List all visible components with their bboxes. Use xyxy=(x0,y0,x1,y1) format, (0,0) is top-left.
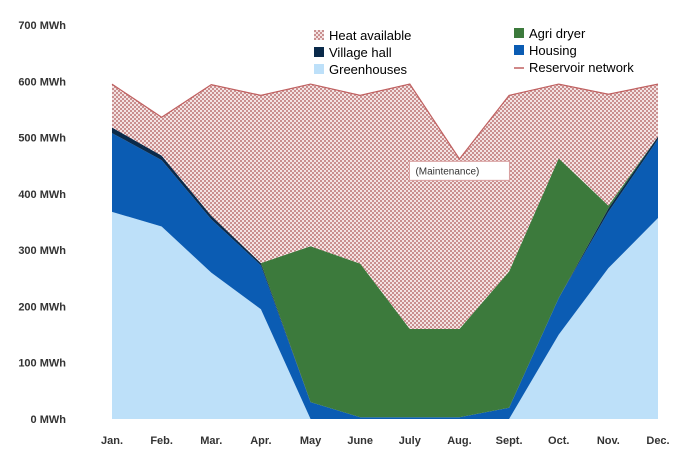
annotation-text: (Maintenance) xyxy=(415,166,479,177)
y-tick-label: 400 MWh xyxy=(18,189,66,201)
area-heat-available xyxy=(112,84,658,329)
y-tick-label: 0 MWh xyxy=(31,414,67,426)
area-housing xyxy=(112,133,658,419)
x-tick-label: Mar. xyxy=(200,435,222,447)
line-series xyxy=(111,83,659,160)
x-tick-label: July xyxy=(399,435,422,447)
x-tick-label: Dec. xyxy=(646,435,669,447)
y-tick-label: 600 MWh xyxy=(18,76,66,88)
x-tick-label: Oct. xyxy=(548,435,569,447)
x-tick-label: Apr. xyxy=(250,435,271,447)
legend-swatch-agri-dryer xyxy=(514,28,524,38)
x-tick-label: June xyxy=(347,435,373,447)
x-axis: Jan. Feb. Mar. Apr. May June July Aug. Sept. Oct.… xyxy=(101,435,670,447)
x-tick-label: Jan. xyxy=(101,435,123,447)
x-tick-label: Aug. xyxy=(447,435,471,447)
legend-label-heat-available: Heat available xyxy=(329,28,411,43)
legend-label-agri-dryer: Agri dryer xyxy=(529,26,586,41)
legend-swatch-greenhouses xyxy=(314,64,324,74)
legend-swatch-heat-available xyxy=(314,30,324,40)
y-tick-label: 100 MWh xyxy=(18,358,66,370)
y-tick-label: 700 MWh xyxy=(18,20,66,32)
stacked-areas xyxy=(112,84,658,419)
legend-swatch-village-hall xyxy=(314,47,324,57)
legend-swatch-housing xyxy=(514,45,524,55)
legend: Heat available Village hall Greenhouses Agr… xyxy=(314,26,634,77)
line-reservoir-network xyxy=(111,83,659,160)
x-tick-label: Sept. xyxy=(496,435,523,447)
x-tick-label: May xyxy=(300,435,322,447)
legend-label-greenhouses: Greenhouses xyxy=(329,62,408,77)
y-tick-label: 500 MWh xyxy=(18,133,66,145)
area-greenhouses xyxy=(112,211,658,419)
area-agri-dryer xyxy=(112,127,658,418)
annotations: (Maintenance) xyxy=(408,160,510,181)
x-tick-label: Nov. xyxy=(597,435,620,447)
legend-label-village-hall: Village hall xyxy=(329,45,392,60)
y-tick-label: 300 MWh xyxy=(18,245,66,257)
legend-label-reservoir-network: Reservoir network xyxy=(529,60,634,75)
y-axis: 0 MWh 100 MWh 200 MWh 300 MWh 400 MWh 500 MWh… xyxy=(18,20,66,426)
y-tick-label: 200 MWh xyxy=(18,301,66,313)
annotation-box xyxy=(408,160,510,181)
x-tick-label: Feb. xyxy=(150,435,173,447)
legend-label-housing: Housing xyxy=(529,43,577,58)
